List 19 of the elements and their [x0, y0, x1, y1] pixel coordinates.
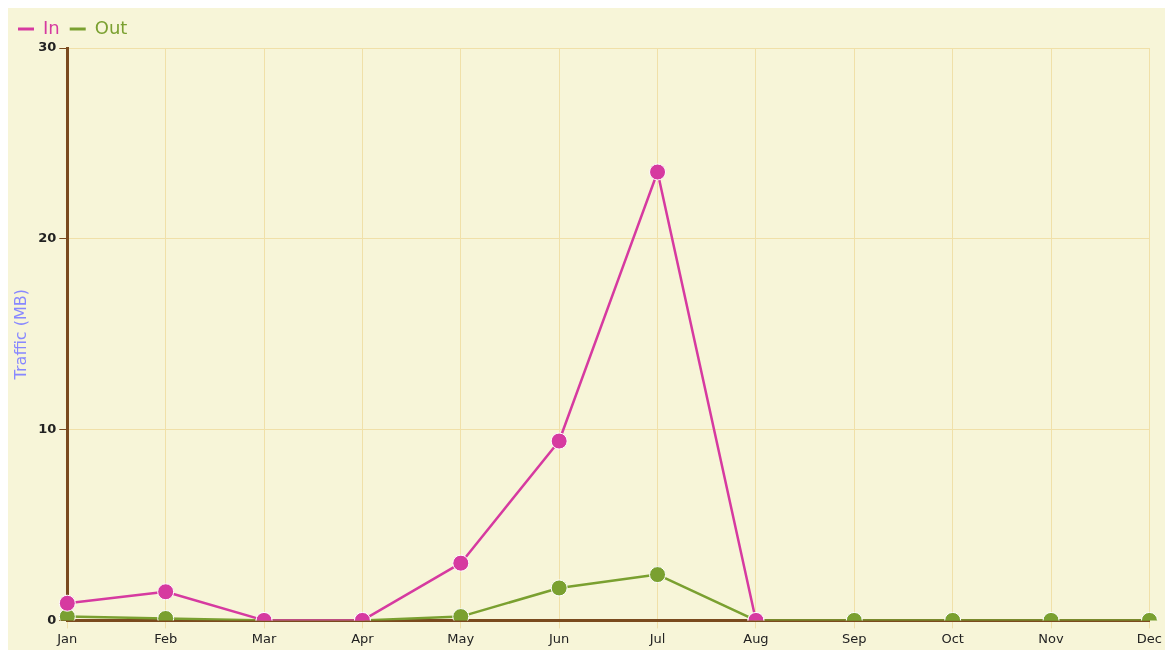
- x-tick-label: Feb: [154, 630, 178, 646]
- legend-label: In: [43, 16, 60, 38]
- legend-label: Out: [94, 16, 128, 38]
- y-tick-label: 20: [38, 230, 57, 246]
- x-tick-label: Jul: [648, 630, 666, 646]
- y-tick-label: 10: [38, 420, 57, 436]
- x-tick-label: Aug: [743, 630, 769, 646]
- y-tick-label: 30: [38, 39, 57, 55]
- x-tick-label: Jun: [548, 630, 570, 646]
- x-tick-label: Dec: [1136, 630, 1162, 646]
- x-tick-label: Nov: [1038, 630, 1065, 646]
- y-tick-label: 0: [47, 611, 57, 627]
- x-tick-label: Mar: [251, 630, 277, 646]
- x-tick-label: May: [447, 630, 475, 646]
- x-tick-label: Jan: [56, 630, 78, 646]
- x-tick-label: Sep: [842, 630, 867, 646]
- x-tick-label: Apr: [351, 630, 375, 646]
- x-tick-label: Oct: [941, 630, 964, 646]
- y-axis-title: Traffic (MB): [10, 288, 30, 381]
